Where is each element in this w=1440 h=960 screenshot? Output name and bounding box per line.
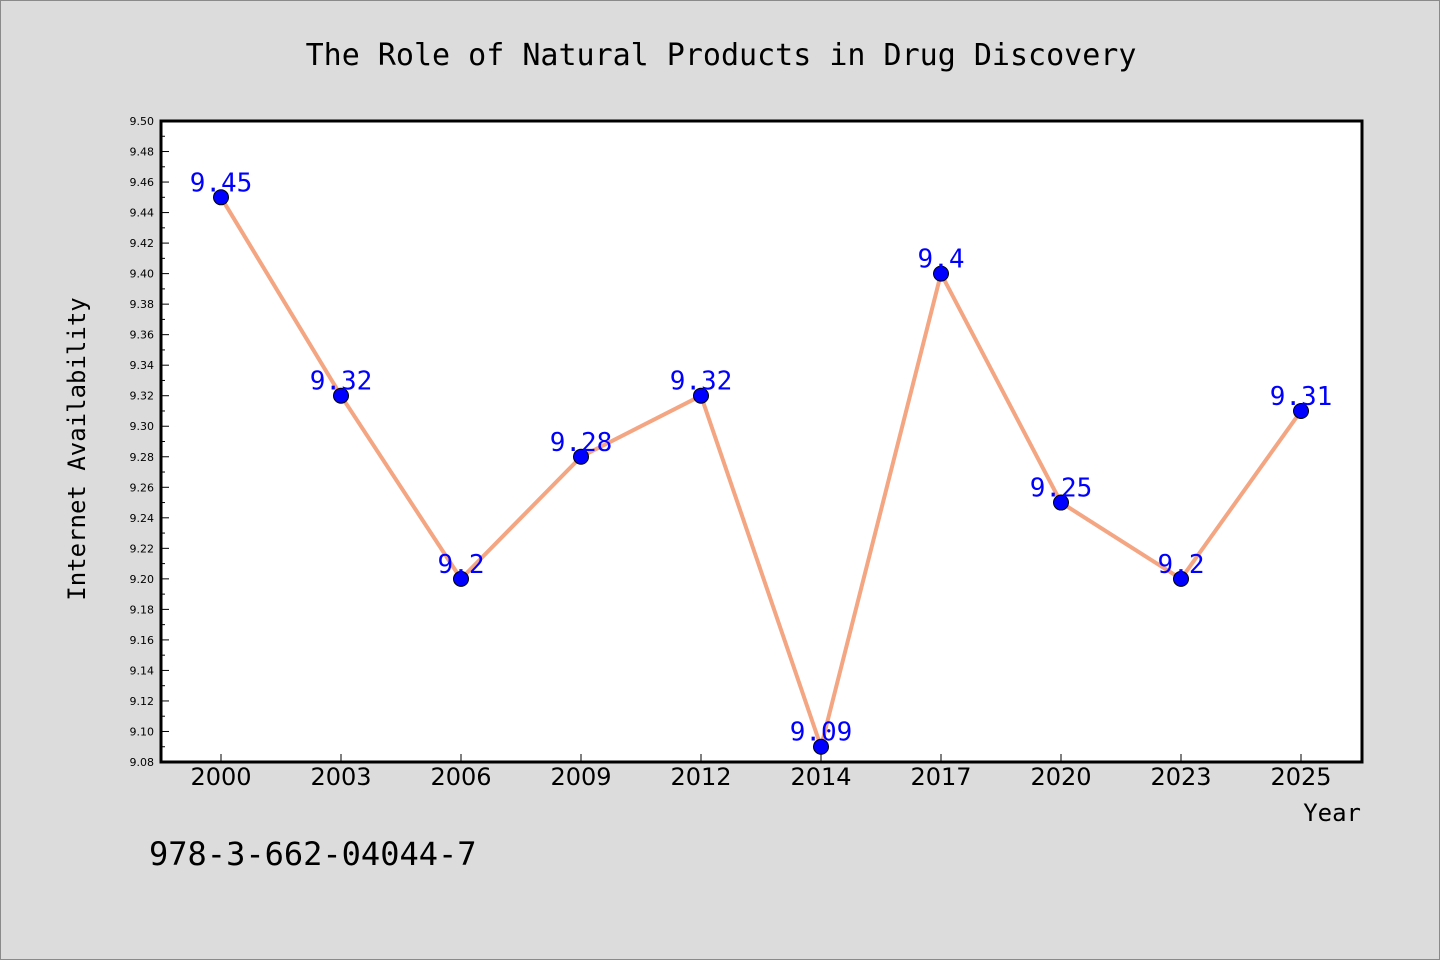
data-label: 9.28 [550, 428, 613, 458]
x-tick-label: 2009 [550, 763, 611, 791]
data-label: 9.2 [1158, 550, 1205, 580]
series-line [219, 196, 1303, 749]
y-tick-label: 9.08 [130, 756, 155, 769]
data-point-marker [813, 738, 829, 755]
y-tick-label: 9.36 [130, 329, 155, 342]
x-tick-label: 2006 [430, 763, 491, 791]
y-tick-label: 9.30 [130, 420, 155, 433]
x-tick-label: 2023 [1150, 763, 1211, 791]
y-tick-label: 9.44 [130, 207, 155, 220]
isbn-annotation: 978-3-662-04044-7 [149, 835, 477, 873]
y-tick-label: 9.12 [130, 695, 155, 708]
data-point-marker [573, 448, 589, 465]
x-tick-label: 2017 [910, 763, 971, 791]
x-tick-label: 2025 [1270, 763, 1331, 791]
data-label: 9.31 [1270, 382, 1333, 412]
data-label: 9.4 [918, 245, 965, 275]
chart-title: The Role of Natural Products in Drug Dis… [306, 38, 1137, 73]
x-tick-label: 2003 [310, 763, 371, 791]
data-labels-group: 9.45 9.32 9.2 9.28 9.32 9.09 9.4 9.25 9.2 9.31 [190, 168, 1333, 747]
y-tick-label: 9.26 [130, 481, 155, 494]
x-tick-label: 2020 [1030, 763, 1091, 791]
data-point-marker [1293, 402, 1309, 419]
series-group [213, 189, 1309, 755]
x-axis: 2000 2003 2006 2009 2012 2014 2017 2020 2023 2025 [190, 754, 1332, 791]
data-point-marker [213, 189, 229, 206]
x-axis-label: Year [1303, 799, 1361, 827]
data-point-marker [693, 387, 709, 404]
y-tick-label: 9.38 [130, 298, 155, 311]
y-tick-label: 9.40 [130, 268, 155, 281]
y-tick-label: 9.50 [130, 115, 155, 128]
data-point-marker [1173, 570, 1189, 587]
y-tick-label: 9.32 [130, 390, 155, 403]
data-point-marker [333, 387, 349, 404]
data-point-marker [453, 570, 469, 587]
data-label: 9.2 [438, 550, 485, 580]
y-tick-label: 9.24 [130, 512, 155, 525]
data-label: 9.09 [790, 718, 853, 748]
y-tick-label: 9.34 [130, 359, 155, 372]
x-tick-label: 2014 [790, 763, 851, 791]
data-label: 9.32 [310, 367, 373, 397]
y-tick-label: 9.10 [130, 725, 155, 738]
y-tick-label: 9.20 [130, 573, 155, 586]
x-tick-label: 2012 [670, 763, 731, 791]
data-label: 9.45 [190, 168, 253, 198]
data-label: 9.25 [1030, 474, 1093, 504]
y-tick-label: 9.28 [130, 451, 155, 464]
x-tick-label: 2000 [190, 763, 251, 791]
y-tick-label: 9.22 [130, 542, 155, 555]
y-tick-label: 9.48 [130, 146, 155, 159]
data-point-marker [933, 265, 949, 282]
data-label: 9.32 [670, 367, 733, 397]
y-axis-label: Internet Availability [63, 297, 91, 600]
y-tick-label: 9.14 [130, 664, 155, 677]
y-tick-label: 9.42 [130, 237, 155, 250]
y-axis: 9.08 9.10 9.12 9.14 9.16 9.18 9.20 9.22 9.24 9.26… [130, 115, 169, 769]
y-tick-label: 9.18 [130, 603, 155, 616]
y-tick-label: 9.16 [130, 634, 155, 647]
y-tick-label: 9.46 [130, 176, 155, 189]
plot-area [159, 119, 1364, 764]
data-point-marker [1053, 494, 1069, 511]
